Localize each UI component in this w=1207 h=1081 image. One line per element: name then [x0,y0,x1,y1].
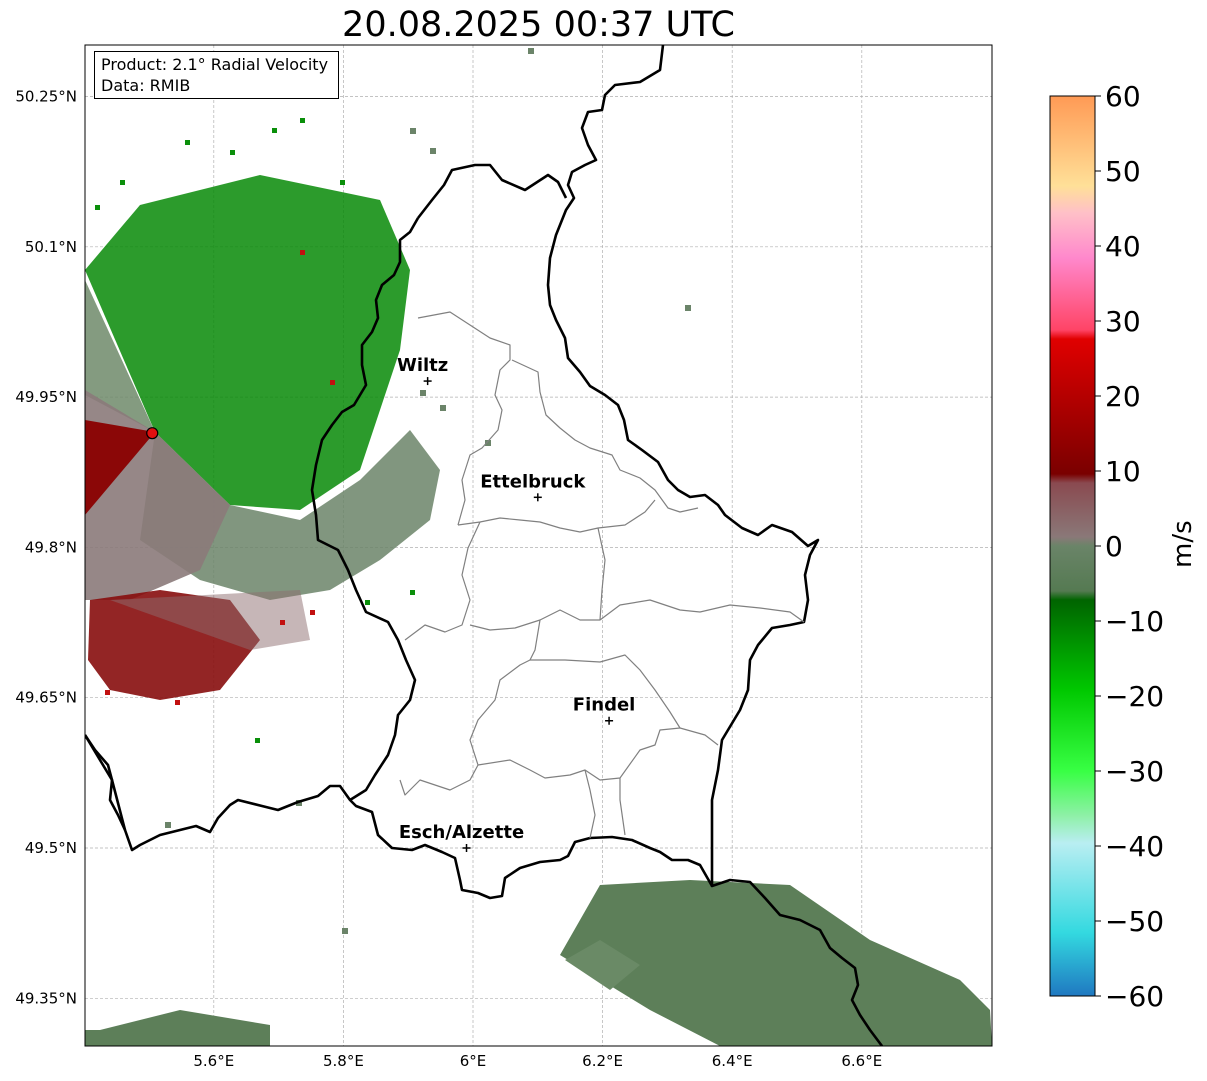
info-box: Product: 2.1° Radial Velocity Data: RMIB [94,51,339,99]
colorbar-tick-label: −50 [1105,905,1164,938]
lon-tick-label: 5.6°E [193,1052,234,1070]
city-findel: Findel [573,695,636,725]
product-label: Product: 2.1° Radial Velocity [101,55,329,74]
colorbar-tick-label: 50 [1105,155,1141,188]
plot-title: 20.08.2025 00:37 UTC [342,5,735,45]
city-ettelbruck: Ettelbruck [480,471,586,502]
colorbar-tick-label: −10 [1105,605,1164,638]
lat-tick-label: 49.5°N [25,839,77,857]
lon-tick-label: 6.2°E [582,1052,623,1070]
colorbar-tick-label: 40 [1105,230,1141,263]
lat-tick-label: 49.35°N [15,989,77,1007]
lat-tick-label: 49.95°N [15,388,77,406]
colorbar-tick-label: 20 [1105,380,1141,413]
radar-site-marker [146,427,159,440]
lon-tick-label: 6.4°E [712,1052,753,1070]
city-markers: Wiltz Ettelbruck Findel Esch/Alzette [397,355,635,852]
lon-tick-label: 6.6°E [841,1052,882,1070]
colorbar-tick-label: 30 [1105,305,1141,338]
colorbar [1049,95,1096,997]
colorbar-tick-label: −60 [1105,980,1164,1013]
colorbar-tick-label: −40 [1105,830,1164,863]
colorbar-unit-label: m/s [1168,520,1198,568]
country-borders [85,45,884,1046]
lat-tick-label: 49.65°N [15,689,77,707]
lon-tick-label: 5.8°E [323,1052,364,1070]
city-label: Ettelbruck [480,471,586,492]
city-wiltz: Wiltz [397,355,448,386]
canton-borders [399,311,805,839]
colorbar-tick-label: 10 [1105,455,1141,488]
plot-frame [84,44,993,1047]
lat-tick-label: 50.25°N [15,88,77,106]
colorbar-tick-label: 60 [1105,80,1141,113]
radar-echo-field [85,48,992,1046]
colorbar-tick-label: 0 [1105,530,1123,563]
lat-tick-label: 49.8°N [25,538,77,556]
lon-tick-label: 6°E [460,1052,487,1070]
city-label: Wiltz [397,355,448,376]
colorbar-ticks: 60 50 40 30 20 10 0 −10 −20 −30 −40 −50 −60 [1095,80,1164,1013]
city-label: Esch/Alzette [399,822,524,843]
colorbar-tick-label: −20 [1105,680,1164,713]
lat-tick-label: 50.1°N [25,238,77,256]
axis-ticks: 5.6°E 5.8°E 6°E 6.2°E 6.4°E 6.6°E 50.25°N 50.1°… [15,88,882,1071]
city-esch-alzette: Esch/Alzette [399,822,524,852]
city-label: Findel [573,695,636,716]
data-source-label: Data: RMIB [101,76,191,95]
colorbar-tick-label: −30 [1105,755,1164,788]
